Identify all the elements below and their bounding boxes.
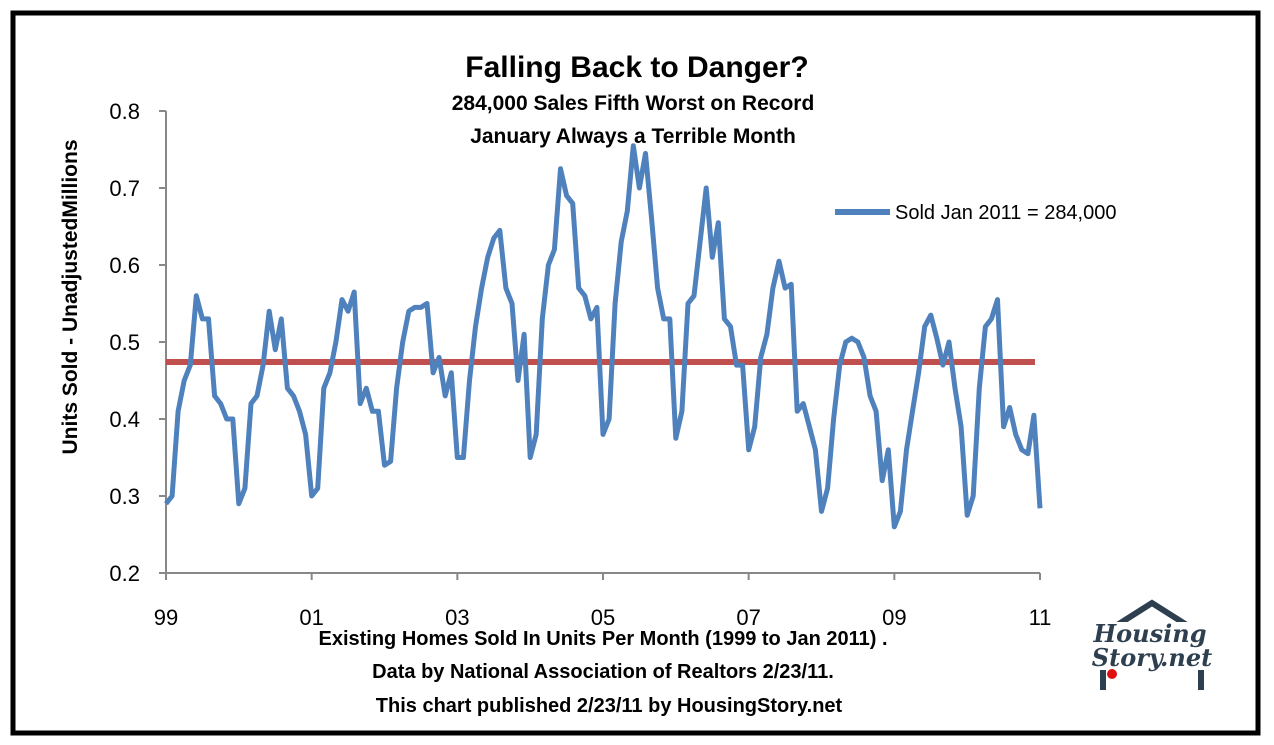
x-tick-label: 03 — [445, 605, 469, 630]
chart-subtitle-2: January Always a Terrible Month — [470, 125, 796, 148]
x-tick-label: 07 — [736, 605, 760, 630]
y-tick-label: 0.2 — [109, 561, 140, 586]
x-tick-label: 99 — [154, 605, 178, 630]
legend: Sold Jan 2011 = 284,000 — [835, 202, 1116, 224]
chart-subtitle-1: 284,000 Sales Fifth Worst on Record — [452, 92, 815, 115]
x-tick-label: 05 — [591, 605, 615, 630]
x-tick-label: 01 — [299, 605, 323, 630]
y-tick-label: 0.5 — [109, 330, 140, 355]
footer-line-3: This chart published 2/23/11 by HousingS… — [376, 695, 843, 717]
y-tick-label: 0.4 — [109, 407, 140, 432]
x-tick-label: 09 — [882, 605, 906, 630]
y-tick-label: 0.8 — [109, 99, 140, 124]
svg-text:Housing: Housing — [1093, 619, 1207, 648]
footer-line-2: Data by National Association of Realtors… — [372, 661, 834, 683]
chart-border — [10, 10, 1261, 736]
y-tick-label: 0.6 — [109, 253, 140, 278]
y-axis-title: Units Sold - UnadjustedMillions — [59, 140, 82, 455]
x-tick-label: 11 — [1029, 605, 1052, 630]
housingstory-logo: Housing Story.net — [1090, 599, 1218, 690]
footer-line-1: Existing Homes Sold In Units Per Month (… — [318, 628, 887, 650]
svg-text:Story.net: Story.net — [1092, 643, 1212, 672]
chart-title: Falling Back to Danger? — [465, 51, 808, 84]
y-tick-label: 0.7 — [109, 176, 140, 201]
legend-label: Sold Jan 2011 = 284,000 — [895, 202, 1116, 224]
y-tick-label: 0.3 — [109, 484, 140, 509]
